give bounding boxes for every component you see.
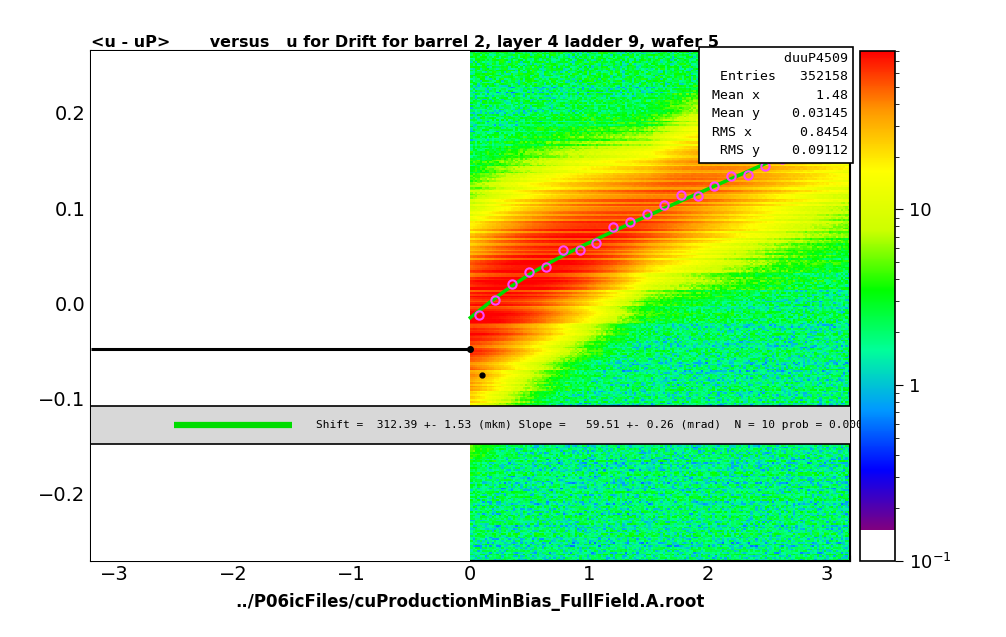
Text: Shift =  312.39 +- 1.53 (mkm) Slope =   59.51 +- 0.26 (mrad)  N = 10 prob = 0.00: Shift = 312.39 +- 1.53 (mkm) Slope = 59.… xyxy=(316,420,863,431)
Text: <u - uP>       versus   u for Drift for barrel 2, layer 4 ladder 9, wafer 5: <u - uP> versus u for Drift for barrel 2… xyxy=(91,35,718,50)
Bar xyxy=(90,51,470,561)
X-axis label: ../P06icFiles/cuProductionMinBias_FullField.A.root: ../P06icFiles/cuProductionMinBias_FullFi… xyxy=(235,593,705,611)
Bar xyxy=(90,406,851,445)
Text: duuP4509
 Entries   352158
 Mean x       1.48
 Mean y    0.03145
 RMS x      0.8: duuP4509 Entries 352158 Mean x 1.48 Mean… xyxy=(704,52,848,157)
